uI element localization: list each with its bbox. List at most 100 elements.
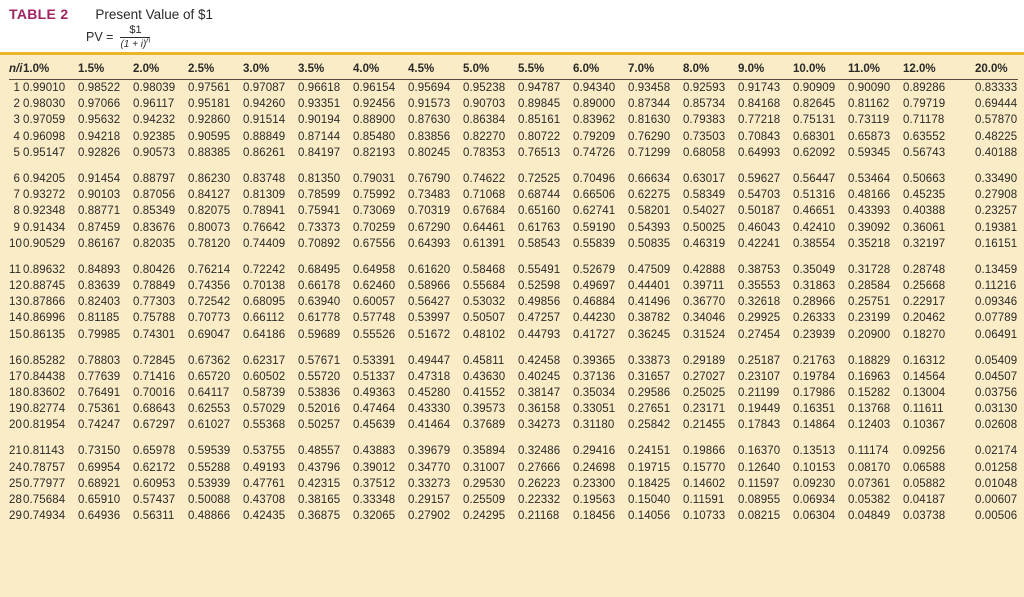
pv-value-cell: 0.09346 (975, 296, 1018, 309)
pv-value-cell: 0.92860 (188, 114, 231, 127)
pv-value-cell: 0.15040 (628, 494, 671, 507)
pv-value-cell: 0.70843 (738, 130, 781, 143)
pv-value-cell: 0.73150 (78, 445, 121, 458)
pv-value-cell: 0.85161 (518, 114, 561, 127)
pv-value-cell: 0.66178 (298, 279, 341, 292)
pv-value-cell: 0.23199 (848, 312, 891, 325)
pv-value-cell: 0.31007 (463, 461, 506, 474)
pv-value-cell: 0.81309 (243, 189, 286, 202)
table-title: Present Value of $1 (95, 7, 213, 22)
pv-value-cell: 0.78803 (78, 354, 121, 367)
pv-value-cell: 0.45235 (903, 189, 946, 202)
pv-value-cell: 0.55368 (243, 419, 286, 432)
pv-value-cell: 0.48866 (188, 510, 231, 523)
pv-value-cell: 0.33051 (573, 403, 616, 416)
pv-value-cell: 0.19866 (683, 445, 726, 458)
pv-value-cell: 0.83639 (78, 279, 121, 292)
pv-value-cell: 0.54027 (683, 205, 726, 218)
pv-value-cell: 0.10367 (903, 419, 946, 432)
pv-value-cell: 0.78120 (188, 237, 231, 250)
pv-value-cell: 0.39365 (573, 354, 616, 367)
pv-value-cell: 0.64993 (738, 146, 781, 159)
pv-value-cell: 0.68095 (243, 296, 286, 309)
pv-value-cell: 0.57671 (298, 354, 341, 367)
pv-value-cell: 0.76790 (408, 172, 451, 185)
pv-value-cell: 0.02174 (975, 445, 1018, 458)
pv-value-cell: 0.52598 (518, 279, 561, 292)
pv-value-cell: 0.01258 (975, 461, 1018, 474)
pv-value-cell: 0.48166 (848, 189, 891, 202)
table-row: 12 0.88745 0.83639 0.78849 0.74356 0.70138 0.6… (9, 278, 1018, 294)
pv-value-cell: 0.70496 (573, 172, 616, 185)
pv-value-cell: 0.95147 (23, 146, 66, 159)
pv-value-cell: 0.59627 (738, 172, 781, 185)
pv-value-cell: 0.16151 (975, 237, 1018, 250)
pv-value-cell: 0.41496 (628, 296, 671, 309)
pv-value-cell: 0.56427 (408, 296, 451, 309)
pv-value-cell: 0.19449 (738, 403, 781, 416)
pv-value-cell: 0.88849 (243, 130, 286, 143)
pv-value-cell: 0.93272 (23, 189, 66, 202)
pv-value-cell: 0.57748 (353, 312, 396, 325)
pv-value-cell: 0.69047 (188, 328, 231, 341)
pv-value-cell: 0.13768 (848, 403, 891, 416)
pv-value-cell: 0.81630 (628, 114, 671, 127)
pv-value-cell: 0.74726 (573, 146, 616, 159)
pv-value-cell: 0.82035 (133, 237, 176, 250)
pv-value-cell: 0.95181 (188, 98, 231, 111)
pv-value-cell: 0.03738 (903, 510, 946, 523)
pv-value-cell: 0.82645 (793, 98, 836, 111)
rate-column-header: 3.0% (243, 58, 298, 80)
pv-value-cell: 0.50663 (903, 172, 946, 185)
pv-value-cell: 0.03130 (975, 403, 1018, 416)
pv-value-cell: 0.08170 (848, 461, 891, 474)
pv-value-cell: 0.16351 (793, 403, 836, 416)
pv-value-cell: 0.17986 (793, 387, 836, 399)
pv-value-cell: 0.02608 (975, 419, 1018, 432)
period-cell: 28 (9, 494, 22, 507)
table-row: 16 0.85282 0.78803 0.72845 0.67362 0.62317 0.5… (9, 343, 1018, 369)
rate-column-header: 1.5% (78, 58, 133, 80)
pv-value-cell: 0.71068 (463, 189, 506, 202)
pv-value-cell: 0.83856 (408, 130, 451, 143)
pv-value-cell: 0.47761 (243, 477, 286, 490)
pv-value-cell: 0.27454 (738, 328, 781, 341)
pv-value-cell: 0.91454 (78, 172, 121, 185)
pv-value-cell: 0.75361 (78, 403, 121, 416)
pv-value-cell: 0.70259 (353, 221, 396, 234)
pv-value-cell: 0.19563 (573, 494, 616, 507)
present-value-table: n/i 1.0% 1.5% 2.0% 2.5% 3.0% 3.5% 4.0% 4.5% 5.0%… (9, 58, 1018, 524)
pv-value-cell: 0.28748 (903, 263, 946, 276)
pv-value-cell: 0.68643 (133, 403, 176, 416)
pv-value-cell: 0.70892 (298, 237, 341, 250)
pv-value-cell: 0.41464 (408, 419, 451, 432)
pv-value-cell: 0.41552 (463, 387, 506, 399)
pv-value-cell: 0.65720 (188, 370, 231, 383)
pv-value-cell: 0.90529 (23, 237, 66, 250)
pv-value-cell: 0.39012 (353, 461, 396, 474)
pv-value-cell: 0.56311 (133, 510, 175, 523)
pv-value-cell: 0.36245 (628, 328, 671, 341)
pv-value-cell: 0.58349 (683, 189, 726, 202)
pv-value-cell: 0.77218 (738, 114, 781, 127)
pv-value-cell: 0.62553 (188, 403, 231, 416)
pv-value-cell: 0.20900 (848, 328, 891, 341)
table-head: n/i 1.0% 1.5% 2.0% 2.5% 3.0% 3.5% 4.0% 4.5% 5.0%… (9, 58, 1018, 80)
pv-value-cell: 0.49363 (353, 387, 396, 399)
pv-value-cell: 0.12640 (738, 461, 781, 474)
pv-value-cell: 0.05882 (903, 477, 946, 490)
pv-value-cell: 0.31657 (628, 370, 671, 383)
rate-column-header: 5.5% (518, 58, 573, 80)
pv-value-cell: 0.93458 (628, 82, 671, 95)
pv-value-cell: 0.44230 (573, 312, 616, 325)
pv-value-cell: 0.75131 (793, 114, 836, 127)
pv-value-cell: 0.71299 (628, 146, 671, 159)
pv-value-cell: 0.92593 (683, 82, 726, 95)
pv-value-cell: 0.73483 (408, 189, 451, 202)
table-row: 7 0.93272 0.90103 0.87056 0.84127 0.81309 0.78… (9, 187, 1018, 203)
pv-value-cell: 0.36875 (298, 510, 341, 523)
pv-value-cell: 0.11174 (848, 445, 889, 458)
pv-value-cell: 0.88797 (133, 172, 176, 185)
pv-value-cell: 0.21168 (518, 510, 560, 523)
pv-value-cell: 0.87459 (78, 221, 121, 234)
